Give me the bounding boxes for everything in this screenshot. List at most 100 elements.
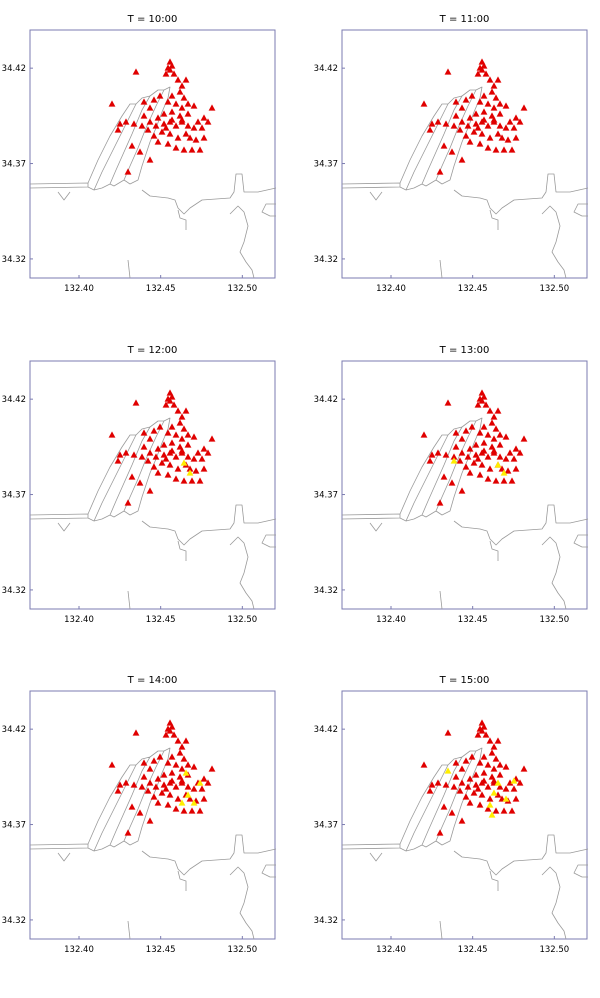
red-triangle-marker bbox=[146, 817, 154, 824]
red-triangle-marker bbox=[174, 465, 182, 472]
coastline-segment bbox=[421, 750, 477, 848]
red-triangle-marker bbox=[164, 471, 172, 478]
red-triangle-marker bbox=[502, 102, 510, 109]
red-triangle-marker bbox=[166, 66, 174, 73]
coastline-segment bbox=[109, 420, 165, 518]
red-triangle-marker bbox=[166, 461, 174, 468]
coastline-segment bbox=[453, 834, 589, 876]
red-triangle-marker bbox=[482, 731, 490, 738]
red-triangle-marker bbox=[426, 787, 434, 794]
red-triangle-marker bbox=[492, 94, 500, 101]
coastline-segment bbox=[93, 95, 151, 191]
red-triangle-marker bbox=[160, 110, 168, 117]
yellow-triangle-marker bbox=[494, 461, 502, 468]
red-triangle-marker bbox=[458, 779, 466, 786]
panel-title: T = 13:00 bbox=[439, 345, 490, 356]
x-tick-label: 132.50 bbox=[539, 284, 569, 294]
red-triangle-marker bbox=[466, 469, 474, 476]
red-triangle-marker bbox=[494, 407, 502, 414]
red-triangle-marker bbox=[492, 425, 500, 432]
plot-frame bbox=[29, 690, 276, 940]
y-tick-label: 34.32 bbox=[314, 586, 338, 596]
red-triangle-marker bbox=[436, 829, 444, 836]
red-triangle-marker bbox=[486, 465, 494, 472]
yellow-triangle-marker bbox=[182, 769, 190, 776]
coastline-segment bbox=[435, 86, 483, 185]
red-triangle-marker bbox=[162, 731, 170, 738]
red-triangle-marker bbox=[152, 122, 160, 129]
yellow-triangle-marker bbox=[180, 459, 188, 466]
y-tick-label: 34.37 bbox=[314, 160, 338, 170]
red-triangle-marker bbox=[108, 100, 116, 107]
coastline-segment bbox=[439, 920, 443, 940]
red-triangle-marker bbox=[504, 467, 512, 474]
red-triangle-marker bbox=[474, 785, 482, 792]
coastline-segment bbox=[453, 173, 589, 215]
red-triangle-marker bbox=[474, 455, 482, 462]
red-triangle-marker bbox=[478, 791, 486, 798]
red-triangle-marker bbox=[496, 431, 504, 438]
red-triangle-marker bbox=[174, 795, 182, 802]
red-triangle-marker bbox=[200, 465, 208, 472]
red-triangle-marker bbox=[492, 477, 500, 484]
x-tick-label: 132.45 bbox=[146, 615, 176, 625]
red-triangle-marker bbox=[172, 761, 180, 768]
red-triangle-marker bbox=[516, 118, 524, 125]
red-triangle-marker bbox=[490, 765, 498, 772]
red-triangle-marker bbox=[184, 122, 192, 129]
y-tick-label: 34.37 bbox=[2, 491, 26, 501]
red-triangle-marker bbox=[198, 785, 206, 792]
red-triangle-marker bbox=[140, 112, 148, 119]
coastline-segment bbox=[541, 536, 567, 610]
red-triangle-marker bbox=[520, 435, 528, 442]
red-triangle-marker bbox=[508, 146, 516, 153]
red-triangle-marker bbox=[420, 100, 428, 107]
red-triangle-marker bbox=[124, 168, 132, 175]
red-triangle-marker bbox=[504, 136, 512, 143]
coastline-segment bbox=[573, 864, 588, 878]
plot-frame bbox=[29, 29, 276, 279]
red-triangle-marker bbox=[124, 499, 132, 506]
red-triangle-marker bbox=[154, 775, 162, 782]
red-triangle-marker bbox=[184, 110, 192, 117]
red-triangle-marker bbox=[108, 761, 116, 768]
red-triangle-marker bbox=[166, 397, 174, 404]
y-tick-label: 34.37 bbox=[314, 491, 338, 501]
red-triangle-marker bbox=[452, 429, 460, 436]
red-triangle-marker bbox=[154, 799, 162, 806]
red-triangle-marker bbox=[186, 134, 194, 141]
red-triangle-marker bbox=[164, 98, 172, 105]
red-triangle-marker bbox=[452, 112, 460, 119]
red-triangle-marker bbox=[440, 803, 448, 810]
red-triangle-marker bbox=[448, 148, 456, 155]
coastline-segment bbox=[541, 866, 567, 940]
red-triangle-marker bbox=[188, 477, 196, 484]
red-triangle-marker bbox=[138, 453, 146, 460]
red-triangle-marker bbox=[138, 122, 146, 129]
coastline-segment bbox=[489, 870, 499, 891]
red-triangle-marker bbox=[168, 108, 176, 115]
red-triangle-marker bbox=[194, 118, 202, 125]
red-triangle-marker bbox=[136, 809, 144, 816]
red-triangle-marker bbox=[144, 457, 152, 464]
red-triangle-marker bbox=[156, 753, 164, 760]
red-triangle-marker bbox=[140, 759, 148, 766]
panel-title: T = 11:00 bbox=[439, 14, 490, 25]
yellow-triangle-marker bbox=[196, 779, 204, 786]
red-triangle-marker bbox=[512, 465, 520, 472]
red-triangle-marker bbox=[172, 805, 180, 812]
map-panel-1: T = 10:00 132.40 132.45 132.50 34.42 34.37 34.… bbox=[2, 14, 277, 294]
red-triangle-marker bbox=[168, 777, 176, 784]
panel-title: T = 10:00 bbox=[127, 14, 178, 25]
yellow-triangle-marker bbox=[488, 811, 496, 818]
red-triangle-marker bbox=[488, 88, 496, 95]
red-triangle-marker bbox=[480, 108, 488, 115]
x-tick-label: 132.40 bbox=[376, 615, 406, 625]
red-triangle-marker bbox=[466, 799, 474, 806]
red-triangle-marker bbox=[150, 427, 158, 434]
red-triangle-marker bbox=[208, 765, 216, 772]
y-tick-label: 34.32 bbox=[2, 916, 26, 926]
coastline-segment bbox=[405, 426, 463, 522]
red-triangle-marker bbox=[208, 435, 216, 442]
red-triangle-marker bbox=[478, 461, 486, 468]
